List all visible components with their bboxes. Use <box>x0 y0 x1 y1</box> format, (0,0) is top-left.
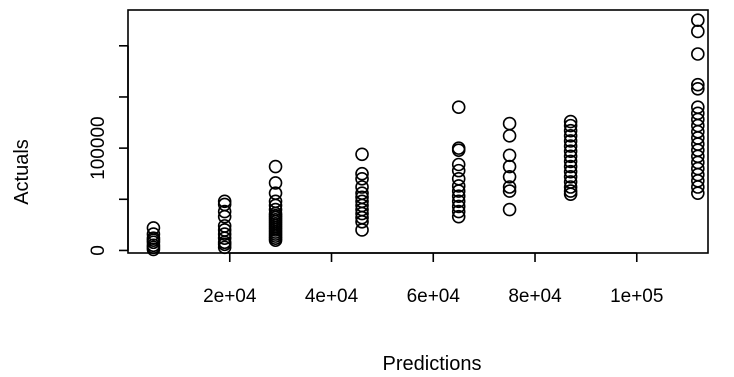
x-tick-label: 8e+04 <box>508 286 562 307</box>
data-point <box>502 169 517 184</box>
data-point <box>502 148 517 163</box>
data-point <box>451 199 466 214</box>
data-point <box>563 159 578 174</box>
data-point <box>146 227 161 241</box>
data-point <box>268 194 283 209</box>
data-point <box>451 141 466 155</box>
data-point <box>563 118 578 133</box>
data-point <box>268 176 283 190</box>
plot-frame <box>127 9 709 254</box>
data-point <box>563 129 578 143</box>
data-point <box>691 106 705 121</box>
data-point <box>563 175 578 189</box>
data-point <box>451 172 466 186</box>
data-point <box>691 100 705 114</box>
data-point <box>563 169 578 184</box>
x-tick-label: 1e+05 <box>610 286 663 307</box>
data-point <box>355 172 369 186</box>
data-point <box>691 47 705 61</box>
data-point <box>502 184 517 198</box>
data-point <box>268 202 283 217</box>
data-point <box>268 159 283 174</box>
data-point <box>146 233 161 248</box>
x-tick-label: 4e+04 <box>305 286 359 307</box>
data-point <box>146 240 161 255</box>
data-point <box>563 164 578 179</box>
data-points <box>146 13 705 257</box>
data-point <box>451 194 466 209</box>
data-point <box>563 184 578 198</box>
data-point <box>502 116 517 131</box>
data-point <box>502 180 517 194</box>
data-point <box>451 163 466 178</box>
y-axis-title: Actuals <box>11 139 33 205</box>
data-point <box>691 13 705 28</box>
x-axis: 2e+04 4e+04 6e+04 8e+04 1e+05 <box>203 252 663 307</box>
y-axis: 0 100000 <box>88 45 129 256</box>
data-point <box>355 180 369 194</box>
data-point <box>502 202 517 217</box>
data-point <box>691 81 705 96</box>
data-point <box>355 166 369 181</box>
data-point <box>451 157 466 172</box>
data-point <box>355 194 369 209</box>
data-point <box>355 186 369 200</box>
data-point <box>217 204 232 219</box>
data-point <box>451 209 466 224</box>
data-point <box>502 129 517 143</box>
data-point <box>217 227 232 241</box>
data-point <box>355 147 369 162</box>
data-point <box>563 114 578 129</box>
y-tick-label: 100000 <box>88 116 109 179</box>
data-point <box>451 204 466 219</box>
data-point <box>563 139 578 153</box>
data-point <box>217 237 232 252</box>
data-point <box>691 24 705 39</box>
data-point <box>355 190 369 205</box>
x-tick-label: 6e+04 <box>407 286 461 307</box>
x-axis-title: Predictions <box>383 353 482 375</box>
y-tick-label: 0 <box>88 245 109 256</box>
x-tick-label: 2e+04 <box>203 286 257 307</box>
data-point <box>563 123 578 138</box>
data-point <box>691 77 705 92</box>
data-point <box>451 189 466 204</box>
data-point <box>563 149 578 164</box>
data-point <box>563 134 578 148</box>
data-point <box>217 223 232 237</box>
data-point <box>217 194 232 209</box>
data-point <box>563 144 578 158</box>
data-point <box>563 154 578 169</box>
data-point <box>563 180 578 194</box>
data-point <box>451 100 466 114</box>
data-point <box>217 219 232 233</box>
data-point <box>268 186 283 200</box>
data-point <box>451 179 466 193</box>
